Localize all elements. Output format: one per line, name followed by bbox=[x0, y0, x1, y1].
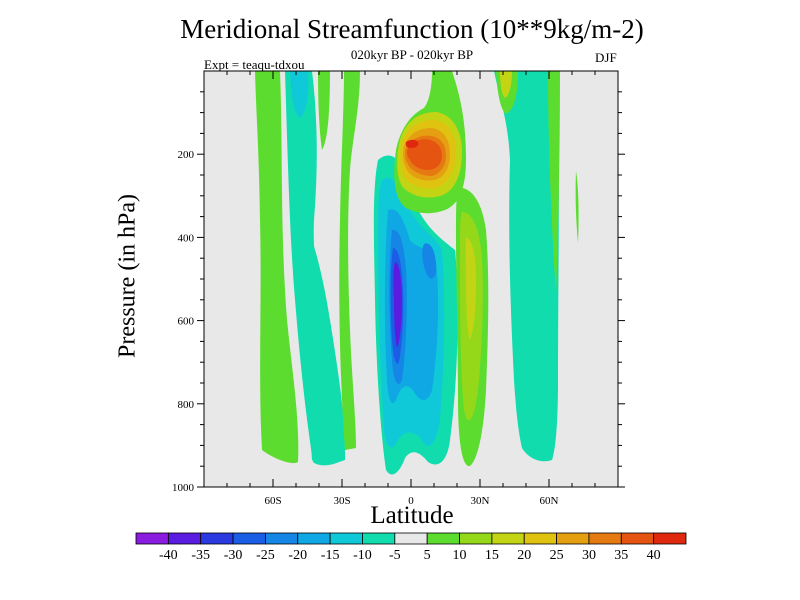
contour-positive-20n-inner bbox=[460, 212, 483, 421]
plot-background bbox=[204, 71, 618, 487]
contour-negative-equatorial-inner2 bbox=[390, 248, 404, 364]
colorbar-swatch-0 bbox=[135, 532, 169, 545]
colorbar-label: 35 bbox=[614, 548, 628, 563]
colorbar-swatch-11 bbox=[491, 532, 525, 545]
contour-positive-tropical-20 bbox=[400, 120, 456, 189]
contour-positive-tropical-cell bbox=[394, 71, 466, 214]
colorbar-swatch-6 bbox=[329, 532, 363, 545]
colorbar-label: -5 bbox=[389, 548, 401, 563]
y-tick-label: 400 bbox=[178, 232, 195, 244]
colorbar-label: 5 bbox=[424, 548, 431, 563]
axis-ticks bbox=[197, 71, 625, 488]
colorbar-label: -35 bbox=[191, 548, 210, 563]
contour-negative-equatorial-cell bbox=[373, 155, 458, 475]
y-tick-label: 600 bbox=[178, 316, 195, 328]
contour-negative-30s-lower bbox=[304, 220, 346, 464]
colorbar-label: -40 bbox=[159, 548, 178, 563]
x-axis-label: Latitude bbox=[370, 502, 454, 529]
season-label: DJF bbox=[595, 50, 617, 65]
contour-positive-30s-thin bbox=[318, 71, 330, 150]
experiment-label: Expt = teaqu-tdxou bbox=[204, 57, 305, 72]
colorbar-label: -25 bbox=[256, 548, 275, 563]
contour-positive-20n-band bbox=[456, 187, 489, 467]
y-axis-label: Pressure (in hPa) bbox=[114, 194, 141, 358]
contour-positive-20s-band bbox=[339, 71, 360, 450]
contour-positive-tropical-35 bbox=[406, 139, 442, 170]
contour-positive-tropical-30 bbox=[405, 135, 446, 176]
colorbar-swatch-10 bbox=[459, 532, 493, 545]
colorbar-label: 25 bbox=[550, 548, 564, 563]
colorbar-swatch-14 bbox=[588, 532, 622, 545]
contour-positive-40n-thin bbox=[496, 71, 518, 114]
colorbar-swatch-12 bbox=[523, 532, 557, 545]
y-tick-label: 1000 bbox=[172, 482, 195, 494]
colorbar-swatch-9 bbox=[426, 532, 460, 545]
contour-negative-equatorial-inner bbox=[384, 209, 439, 404]
contour-negative-10n-secondary bbox=[422, 243, 437, 279]
contour-positive-tropical-15 bbox=[397, 112, 462, 198]
colorbar-label: -20 bbox=[288, 548, 307, 563]
colorbar-swatch-3 bbox=[232, 532, 266, 545]
colorbar-swatch-8 bbox=[394, 532, 428, 545]
colorbar-swatch-4 bbox=[265, 532, 299, 545]
contour-positive-70n-thin bbox=[575, 171, 579, 243]
colorbar-label: 20 bbox=[517, 548, 531, 563]
contour-positive-tropical-max bbox=[405, 139, 419, 148]
plot-frame bbox=[203, 70, 619, 488]
contour-positive-40n-yellow bbox=[500, 71, 512, 98]
chart-title: Meridional Streamfunction (10**9kg/m-2) bbox=[180, 14, 644, 44]
colorbar-label: -15 bbox=[321, 548, 340, 563]
y-tick-label: 800 bbox=[178, 399, 195, 411]
colorbar-label: -10 bbox=[353, 548, 372, 563]
colorbar-swatch-1 bbox=[167, 532, 202, 545]
chart-subtitle: 020kyr BP - 020kyr BP bbox=[350, 47, 474, 62]
contour-positive-20n-core bbox=[465, 238, 476, 340]
contour-negative-40s-core bbox=[290, 71, 309, 118]
colorbar-label: -30 bbox=[224, 548, 243, 563]
colorbar-swatch-15 bbox=[620, 532, 655, 545]
contour-negative-equatorial-core bbox=[389, 229, 407, 384]
colorbar-swatch-2 bbox=[200, 532, 234, 545]
contour-fills bbox=[255, 71, 579, 475]
colorbar-label: 30 bbox=[582, 548, 596, 563]
colorbar: -40 -35 -30 -25 -20 -15 -10 -5 5 10 15 20 25 30 35 40 bbox=[135, 532, 687, 563]
colorbar-swatch-13 bbox=[556, 532, 590, 545]
contour-negative-equatorial-min bbox=[393, 262, 402, 348]
colorbar-label: 15 bbox=[485, 548, 499, 563]
contour-negative-45n-band bbox=[494, 71, 559, 462]
colorbar-swatch-7 bbox=[362, 532, 396, 545]
contour-positive-55n-band bbox=[548, 71, 560, 294]
colorbar-swatch-16 bbox=[653, 532, 687, 545]
y-tick-label: 200 bbox=[178, 149, 195, 161]
contour-positive-60s-band bbox=[255, 71, 299, 464]
colorbar-swatch-5 bbox=[297, 532, 331, 545]
contour-positive-tropical-25 bbox=[403, 128, 450, 181]
colorbar-label: 10 bbox=[453, 548, 467, 563]
contour-negative-equatorial-mid bbox=[378, 178, 445, 448]
colorbar-label: 40 bbox=[647, 548, 661, 563]
contour-negative-40s-band bbox=[285, 71, 344, 466]
